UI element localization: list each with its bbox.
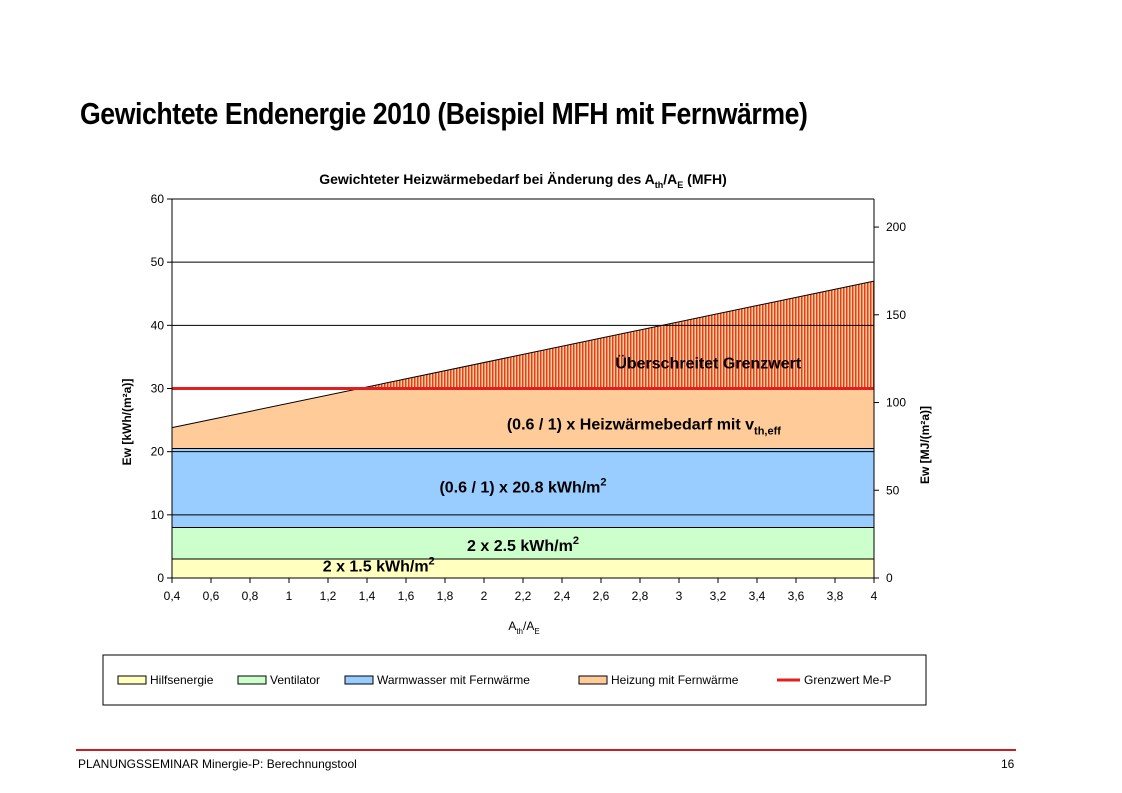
y-tick-label: 60 xyxy=(151,192,165,206)
legend-label: Ventilator xyxy=(270,673,320,687)
chart-title: Gewichteter Heizwärmebedarf bei Änderung… xyxy=(319,171,727,190)
x-tick-label: 3,4 xyxy=(749,589,766,603)
legend-label: Hilfsenergie xyxy=(150,673,214,687)
legend-label: Warmwasser mit Fernwärme xyxy=(377,673,530,687)
annotation: Überschreitet Grenzwert xyxy=(615,353,802,372)
y2-tick-label: 200 xyxy=(886,220,906,234)
plot-area xyxy=(171,198,875,578)
x-tick-label: 0,4 xyxy=(164,589,181,603)
x-tick-label: 3,8 xyxy=(827,589,844,603)
y2-tick-label: 0 xyxy=(886,571,893,585)
x-tick-label: 0,6 xyxy=(203,589,220,603)
x-tick-label: 1 xyxy=(286,589,293,603)
annotation: 2 x 2.5 kWh/m2 xyxy=(467,535,579,555)
y2-tick-label: 50 xyxy=(886,483,900,497)
x-tick-label: 2 xyxy=(481,589,488,603)
footer-divider xyxy=(76,749,1016,751)
x-axis-label: Ath/AE xyxy=(508,619,539,636)
y-tick-label: 40 xyxy=(151,318,165,332)
page-number: 16 xyxy=(1001,757,1015,771)
x-tick-label: 1,4 xyxy=(359,589,376,603)
x-tick-label: 1,6 xyxy=(398,589,415,603)
x-tick-label: 2,8 xyxy=(632,589,649,603)
legend: Hilfsenergie Ventilator Warmwasser mit Fer… xyxy=(102,654,927,706)
annotation: 2 x 1.5 kWh/m2 xyxy=(323,556,435,576)
area-border xyxy=(171,280,875,429)
x-tick-label: 4 xyxy=(871,589,878,603)
y2-tick-label: 150 xyxy=(886,308,906,322)
page-title: Gewichtete Endenergie 2010 (Beispiel MFH… xyxy=(80,96,808,131)
legend-label: Heizung mit Fernwärme xyxy=(611,673,739,687)
y-tick-label: 30 xyxy=(151,382,165,396)
legend-swatch xyxy=(237,675,267,685)
y-axis-label: Ew [kWh/(m²a)] xyxy=(120,379,134,466)
x-tick-label: 2,6 xyxy=(593,589,610,603)
legend-label: Grenzwert Me-P xyxy=(804,673,891,687)
legend-swatch xyxy=(344,675,374,685)
y-tick-label: 10 xyxy=(151,508,165,522)
x-tick-label: 1,8 xyxy=(437,589,454,603)
x-tick-label: 3 xyxy=(676,589,683,603)
x-tick-label: 2,2 xyxy=(515,589,532,603)
area-hilfsenergie xyxy=(172,559,874,578)
legend-swatch xyxy=(578,675,608,685)
y2-axis-label: Ew [MJ/(m²a)] xyxy=(918,406,932,484)
axes: 0 10 20 30 40 50 60 0 50 100 150 200 0,4 0,6 0,8 1 1,2 1,… xyxy=(151,192,907,603)
x-tick-label: 2,4 xyxy=(554,589,571,603)
annotations: Überschreitet Grenzwert (0.6 / 1) x Heizw… xyxy=(323,353,802,575)
y-tick-label: 20 xyxy=(151,445,165,459)
x-tick-label: 3,2 xyxy=(710,589,727,603)
x-tick-label: 3,6 xyxy=(788,589,805,603)
y2-tick-label: 100 xyxy=(886,396,906,410)
footer-text: PLANUNGSSEMINAR Minergie-P: Berechnungst… xyxy=(78,757,357,771)
legend-swatch xyxy=(117,675,147,685)
annotation: (0.6 / 1) x Heizwärmebedarf mit vth,eff xyxy=(507,417,781,438)
area-warmwasser-mit-fernwärme xyxy=(172,448,874,528)
y-tick-label: 0 xyxy=(157,571,164,585)
area-ventilator xyxy=(172,527,874,560)
x-tick-label: 1,2 xyxy=(320,589,337,603)
y-tick-label: 50 xyxy=(151,255,165,269)
x-tick-label: 0,8 xyxy=(242,589,259,603)
annotation: (0.6 / 1) x 20.8 kWh/m2 xyxy=(439,477,606,497)
